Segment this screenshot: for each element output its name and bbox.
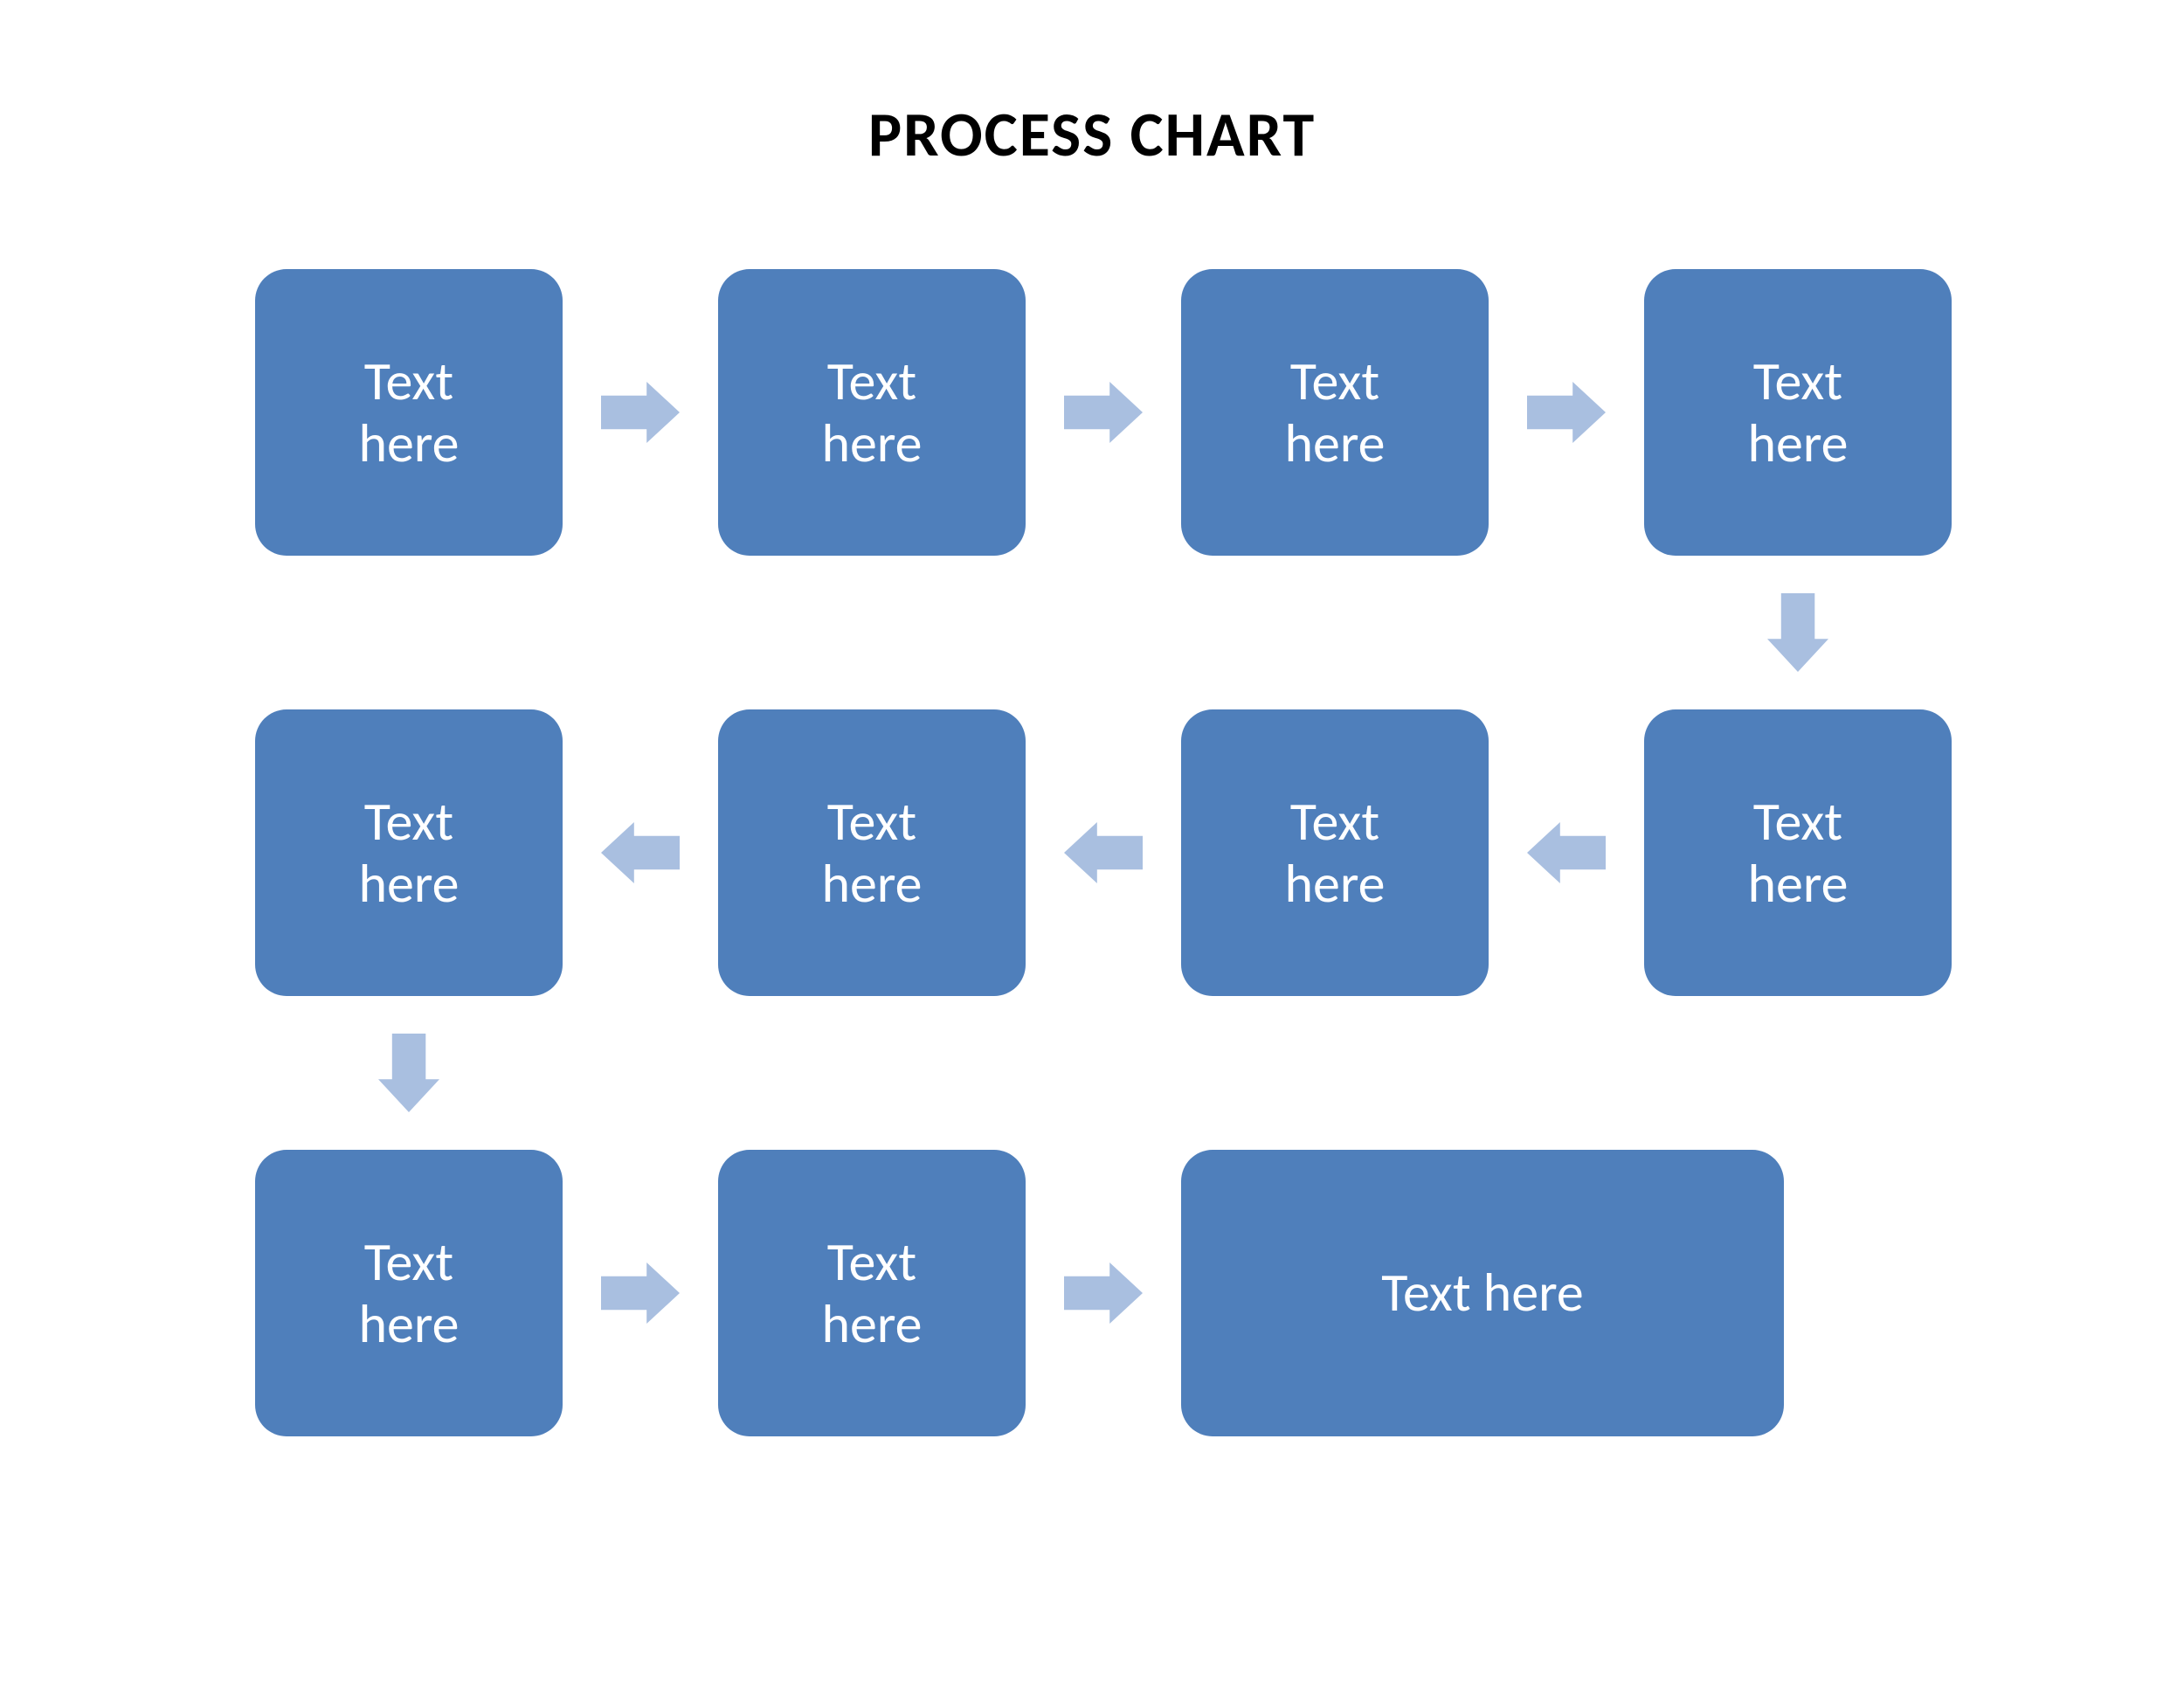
arrow-right-icon <box>1064 382 1143 443</box>
process-step: Text here <box>1181 1150 1784 1436</box>
process-step-label: Texthere <box>358 791 459 916</box>
process-chart-canvas: PROCESS CHART Texthere Texthere Texthere Te… <box>0 0 2184 1688</box>
process-step: Texthere <box>255 269 563 556</box>
process-step-label: Texthere <box>1747 350 1848 475</box>
arrow-right-icon <box>1527 382 1606 443</box>
process-step-label: Texthere <box>1747 791 1848 916</box>
process-step: Texthere <box>718 1150 1026 1436</box>
process-step-label: Texthere <box>821 350 922 475</box>
chart-title: PROCESS CHART <box>0 96 2184 173</box>
arrow-left-icon <box>601 822 680 883</box>
process-step-label: Texthere <box>358 1231 459 1356</box>
process-step: Texthere <box>718 269 1026 556</box>
process-step-label: Texthere <box>1284 350 1385 475</box>
process-step-label: Texthere <box>821 1231 922 1356</box>
process-step: Texthere <box>718 709 1026 996</box>
process-step: Texthere <box>1644 709 1952 996</box>
arrow-down-icon <box>1767 593 1828 672</box>
arrow-right-icon <box>601 1263 680 1324</box>
arrow-down-icon <box>378 1034 439 1112</box>
process-step: Texthere <box>1181 269 1489 556</box>
process-step-label: Text here <box>1381 1262 1584 1324</box>
process-step-label: Texthere <box>358 350 459 475</box>
process-step-label: Texthere <box>821 791 922 916</box>
process-step: Texthere <box>255 709 563 996</box>
process-step: Texthere <box>1644 269 1952 556</box>
arrow-left-icon <box>1527 822 1606 883</box>
process-step: Texthere <box>1181 709 1489 996</box>
process-step: Texthere <box>255 1150 563 1436</box>
arrow-right-icon <box>1064 1263 1143 1324</box>
arrow-right-icon <box>601 382 680 443</box>
arrow-left-icon <box>1064 822 1143 883</box>
process-step-label: Texthere <box>1284 791 1385 916</box>
